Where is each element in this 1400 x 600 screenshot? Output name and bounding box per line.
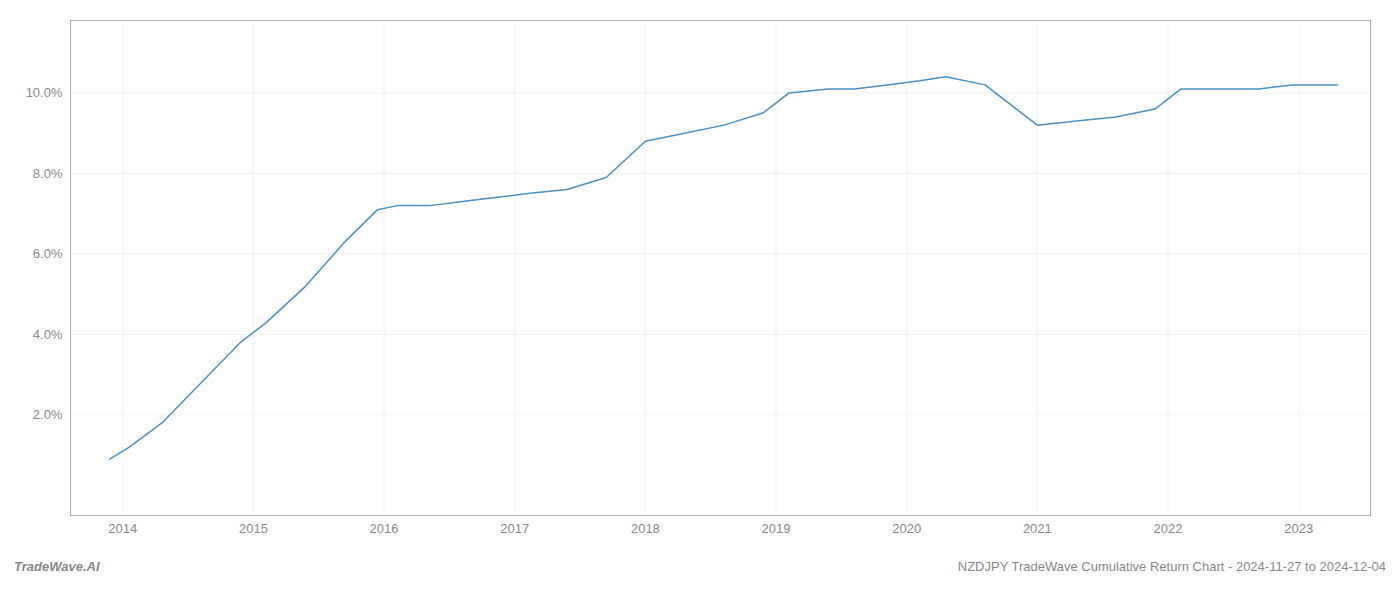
html-text:TradeWave.AI: TradeWave.AI <box>14 559 100 574</box>
svg-text:2018: 2018 <box>631 521 660 536</box>
svg-text:2.0%: 2.0% <box>33 407 63 422</box>
svg-text:2021: 2021 <box>1023 521 1052 536</box>
svg-text:2023: 2023 <box>1284 521 1313 536</box>
svg-text:2016: 2016 <box>370 521 399 536</box>
svg-text:2014: 2014 <box>108 521 137 536</box>
svg-text:10.0%: 10.0% <box>26 85 63 100</box>
html-text:NZDJPY TradeWave Cumulative Re: NZDJPY TradeWave Cumulative Return Chart… <box>957 559 1386 574</box>
svg-text:4.0%: 4.0% <box>33 327 63 342</box>
svg-text:2020: 2020 <box>892 521 921 536</box>
svg-text:6.0%: 6.0% <box>33 246 63 261</box>
svg-text:2017: 2017 <box>500 521 529 536</box>
svg-text:2022: 2022 <box>1154 521 1183 536</box>
svg-text:2015: 2015 <box>239 521 268 536</box>
svg-text:2019: 2019 <box>762 521 791 536</box>
svg-text:8.0%: 8.0% <box>33 166 63 181</box>
